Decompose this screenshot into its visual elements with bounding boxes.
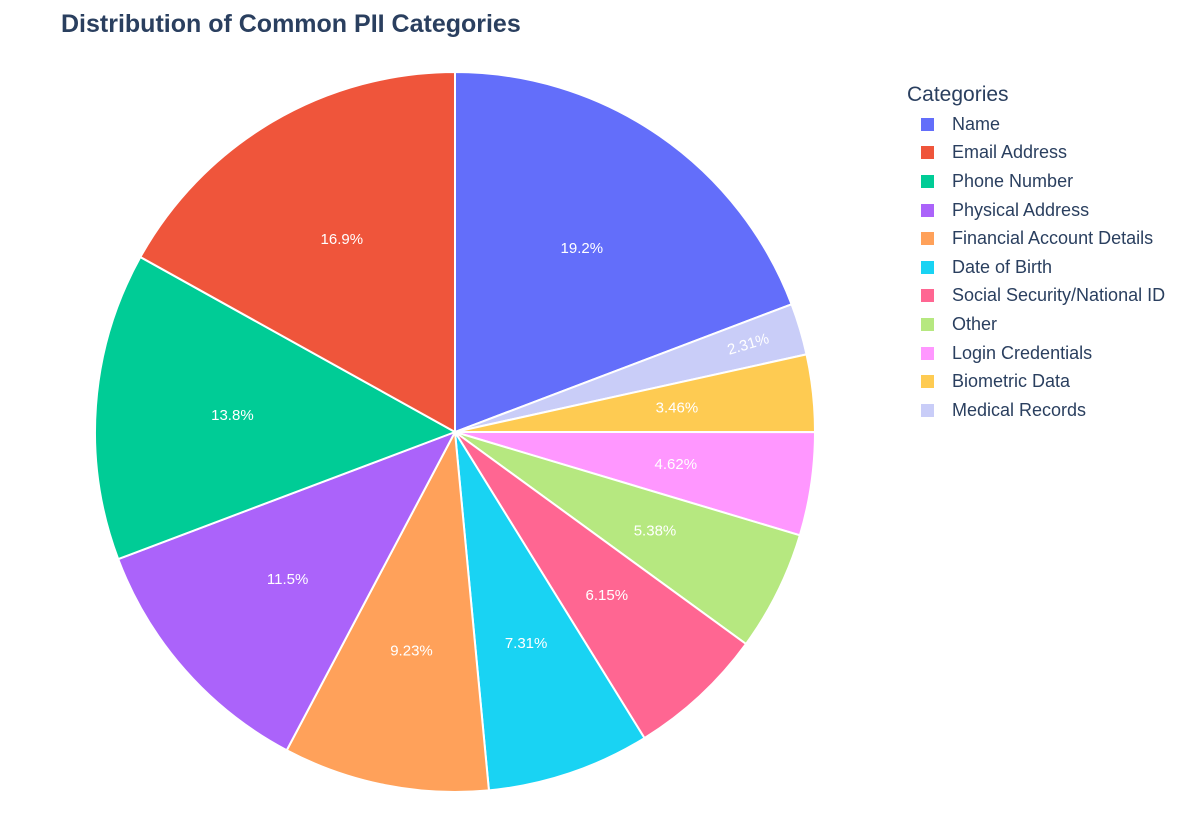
legend-item-medical-records[interactable]: Medical Records	[921, 396, 1165, 425]
slice-label-social-security-national-id: 6.15%	[586, 587, 629, 604]
slice-label-other: 5.38%	[634, 523, 677, 540]
legend-label: Physical Address	[952, 199, 1090, 220]
pie-chart: 19.2%2.31%3.46%4.62%5.38%6.15%7.31%9.23%…	[94, 70, 817, 793]
legend-label: Login Credentials	[952, 342, 1093, 363]
legend-swatch	[921, 317, 934, 331]
legend-label: Financial Account Details	[952, 228, 1154, 249]
legend-item-physical-address[interactable]: Physical Address	[921, 196, 1165, 225]
legend-label: Date of Birth	[952, 256, 1053, 277]
legend-swatch	[921, 403, 934, 417]
slice-label-date-of-birth: 7.31%	[505, 635, 548, 652]
legend: Categories Name Email Address Phone Number…	[907, 80, 1165, 425]
legend-item-date-of-birth[interactable]: Date of Birth	[921, 253, 1165, 282]
legend-item-financial-account-details[interactable]: Financial Account Details	[921, 224, 1165, 253]
legend-swatch	[921, 289, 934, 303]
legend-item-email-address[interactable]: Email Address	[921, 139, 1165, 168]
pie-slice-name[interactable]	[454, 70, 793, 434]
legend-swatch	[921, 260, 934, 274]
slice-label-login-credentials: 4.62%	[655, 456, 698, 473]
slice-label-name: 19.2%	[561, 240, 604, 257]
slice-label-biometric-data: 3.46%	[656, 399, 699, 416]
pie-slice-financial-account-details[interactable]	[285, 428, 491, 793]
legend-swatch	[921, 346, 934, 360]
legend-label: Email Address	[952, 142, 1068, 163]
legend-item-login-credentials[interactable]: Login Credentials	[921, 339, 1165, 368]
legend-swatch	[921, 203, 934, 217]
pie-slice-date-of-birth[interactable]	[454, 431, 646, 792]
pie-slice-email-address[interactable]	[138, 70, 456, 434]
legend-label: Phone Number	[952, 170, 1074, 191]
slice-label-email-address: 16.9%	[321, 231, 364, 248]
legend-swatch	[921, 232, 934, 246]
pie-slice-phone-number[interactable]	[94, 255, 458, 561]
legend-label: Name	[952, 113, 1001, 134]
legend-swatch	[921, 146, 934, 160]
legend-item-biometric-data[interactable]: Biometric Data	[921, 367, 1165, 396]
legend-label: Social Security/National ID	[952, 285, 1166, 306]
slice-label-physical-address: 11.5%	[267, 571, 308, 588]
legend-label: Biometric Data	[952, 371, 1071, 392]
legend-swatch	[921, 174, 934, 188]
legend-title: Categories	[907, 83, 1009, 106]
legend-item-social-security-national-id[interactable]: Social Security/National ID	[921, 282, 1165, 311]
legend-label: Other	[952, 313, 998, 334]
pie-slice-social-security-national-id[interactable]	[454, 431, 748, 740]
legend-swatch	[921, 117, 934, 131]
legend-swatch	[921, 375, 934, 389]
slice-label-phone-number: 13.8%	[211, 407, 254, 424]
legend-item-phone-number[interactable]: Phone Number	[921, 167, 1165, 196]
legend-item-name[interactable]: Name	[921, 110, 1165, 139]
pie-slice-physical-address[interactable]	[116, 430, 458, 752]
slice-label-financial-account-details: 9.23%	[390, 642, 433, 659]
chart-title: Distribution of Common PII Categories	[61, 10, 521, 38]
legend-item-other[interactable]: Other	[921, 310, 1165, 339]
legend-label: Medical Records	[952, 399, 1087, 420]
